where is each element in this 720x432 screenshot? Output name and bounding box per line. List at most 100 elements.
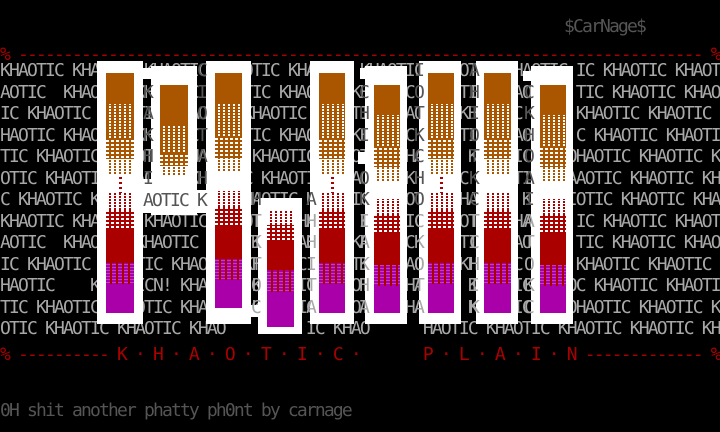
fill-segment [374, 180, 400, 200]
fill-segment [106, 193, 134, 211]
fill-segment [215, 258, 242, 281]
gap-letter: T [524, 232, 535, 253]
gap-letter: I [143, 167, 154, 189]
fill-segment [319, 137, 345, 161]
fill-segment [484, 229, 511, 264]
fill-segment [374, 285, 400, 313]
gap-letter: T [197, 124, 208, 146]
fill-segment [106, 209, 134, 230]
fill-segment [160, 85, 188, 127]
phont-letter-bar [151, 66, 197, 215]
gap-letter: T [469, 210, 480, 232]
fill-segment [484, 159, 511, 175]
gap-letter: C [197, 60, 208, 81]
gap-letter: K [251, 232, 262, 253]
gap-letter: K [524, 275, 535, 296]
fill-segment [267, 269, 294, 293]
gap-letter: I [359, 210, 370, 232]
gap-letter: O [359, 167, 370, 189]
fill-segment [540, 215, 566, 234]
fill-segment [540, 114, 566, 148]
fill-segment [484, 137, 511, 161]
fill-segment [106, 104, 134, 139]
phont-letter-bar [97, 61, 143, 324]
fill-segment [106, 284, 134, 313]
fill-segment [428, 193, 454, 211]
white-square-mark [143, 179, 153, 190]
gap-letter: C [414, 146, 425, 167]
fill-segment [484, 284, 511, 313]
gap-letter: H [524, 124, 535, 146]
fill-segment [215, 207, 242, 227]
gap-letter: I [306, 253, 317, 275]
gap-letter: H [359, 275, 370, 296]
gap-letter: O [524, 253, 535, 275]
bar-gradient-fill [215, 73, 242, 308]
fill-segment [106, 229, 134, 264]
gap-letter: O [251, 275, 262, 296]
fill-segment [106, 137, 134, 161]
fill-segment [540, 285, 566, 313]
fill-segment [374, 215, 400, 234]
gap-letter: O [414, 253, 425, 275]
fill-segment [267, 291, 294, 327]
bar-gradient-fill [428, 73, 454, 313]
fill-segment [267, 225, 294, 243]
gap-letter: I [197, 81, 208, 103]
fill-segment [267, 210, 294, 226]
text-on-white-fragment: AOTIC K [143, 190, 208, 213]
fill-segment [540, 167, 566, 182]
gap-letter: H [414, 167, 425, 189]
fill-segment [319, 209, 345, 230]
fill-segment [215, 171, 242, 192]
gap-letter: C [524, 81, 535, 103]
gap-letter: K [524, 103, 535, 124]
gap-letter: A [414, 296, 425, 318]
gap-letter: I [469, 103, 480, 124]
fill-segment [428, 73, 454, 105]
gap-letter: O [414, 189, 425, 210]
phont-letter-bar [258, 198, 302, 334]
gap-letter: O [414, 81, 425, 103]
fill-segment [540, 146, 566, 168]
bar-gradient-fill [267, 210, 294, 327]
fill-segment [374, 114, 400, 148]
fill-segment [374, 146, 400, 168]
gap-letter: O [469, 124, 480, 146]
gap-letter: I [359, 124, 370, 146]
gap-letter: K [359, 253, 370, 275]
gap-letter: C [469, 232, 480, 253]
phont-letter-bar [476, 61, 518, 324]
fill-segment [484, 73, 511, 105]
fill-segment [374, 199, 400, 216]
gap-letter: A [469, 60, 480, 81]
gap-letter: K [359, 189, 370, 210]
fill-segment [374, 233, 400, 266]
fill-segment [106, 262, 134, 285]
top-rule: % --------------------------------------… [0, 44, 720, 65]
gap-letter: I [469, 275, 480, 296]
fill-segment [374, 85, 400, 116]
fill-segment [319, 284, 345, 313]
bar-gradient-fill [540, 85, 566, 313]
fill-segment [428, 173, 454, 194]
gap-letter: A [359, 296, 370, 318]
bar-gradient-fill [160, 85, 188, 175]
fill-segment [106, 73, 134, 105]
fill-segment [160, 152, 188, 167]
fill-segment [215, 279, 242, 308]
gap-letter: C [469, 189, 480, 210]
gap-letter: H [469, 81, 480, 103]
fill-segment [160, 125, 188, 154]
phont-letter-bar [206, 61, 251, 324]
phont-letter-bar [310, 61, 354, 324]
gap-letter: T [251, 253, 262, 275]
fill-segment [215, 136, 242, 159]
fill-segment [374, 265, 400, 287]
fill-segment [319, 104, 345, 139]
gap-letter: O [524, 146, 535, 167]
fill-segment [319, 73, 345, 105]
gap-letter: K [469, 167, 480, 189]
